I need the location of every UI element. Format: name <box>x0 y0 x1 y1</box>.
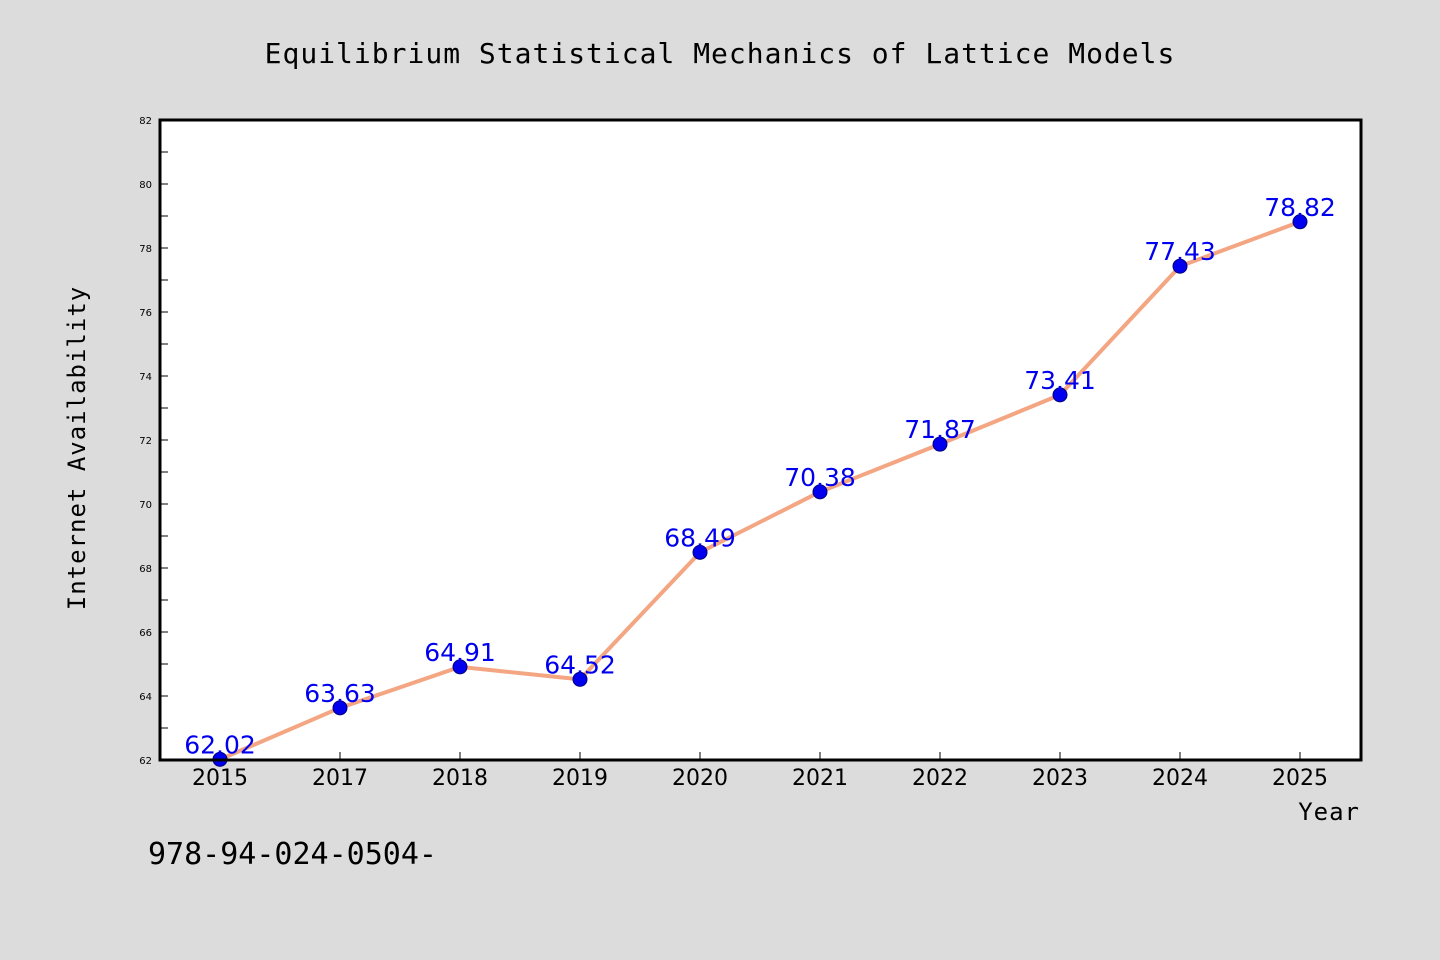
y-tick-label: 76 <box>139 308 152 319</box>
x-tick-label: 2019 <box>552 766 608 791</box>
x-tick-label: 2024 <box>1152 766 1208 791</box>
x-tick-label: 2023 <box>1032 766 1088 791</box>
x-tick-label: 2015 <box>192 766 248 791</box>
x-tick-label: 2017 <box>312 766 368 791</box>
x-tick-label: 2020 <box>672 766 728 791</box>
y-tick-label: 80 <box>139 180 152 191</box>
x-axis: 2015 2017 2018 2019 2020 2021 2022 2023 2024 2025 <box>192 752 1328 791</box>
data-point-marker <box>1292 214 1308 230</box>
y-tick-label: 74 <box>139 372 152 383</box>
x-axis-label: Year <box>1298 798 1360 826</box>
data-label: 70.38 <box>784 463 856 492</box>
y-axis-label: Internet Availability <box>63 286 91 610</box>
data-point-marker <box>1052 387 1068 403</box>
y-tick-label: 66 <box>139 628 152 639</box>
data-point-marker <box>692 544 708 560</box>
x-tick-label: 2025 <box>1272 766 1328 791</box>
y-tick-label: 62 <box>139 756 152 767</box>
x-tick-label: 2021 <box>792 766 848 791</box>
data-point-marker <box>812 484 828 500</box>
plot-frame <box>158 118 1363 762</box>
data-label: 64.91 <box>424 638 496 667</box>
plot-area <box>160 120 1361 760</box>
y-tick-label: 64 <box>139 692 152 703</box>
footer-text: 978-94-024-0504- <box>148 837 437 872</box>
data-label: 77.43 <box>1144 237 1216 266</box>
series-layer: 62.02 63.63 64.91 64.52 68.49 70.38 71.87 73.41… <box>184 193 1336 767</box>
y-tick-label: 82 <box>139 116 152 127</box>
data-label: 73.41 <box>1024 366 1096 395</box>
y-axis: 62 64 66 68 70 72 74 76 78 80 82 <box>139 116 168 767</box>
y-tick-label: 72 <box>139 436 152 447</box>
data-point-marker <box>1172 258 1188 274</box>
y-tick-label: 70 <box>139 500 152 511</box>
x-tick-label: 2022 <box>912 766 968 791</box>
y-tick-label: 68 <box>139 564 152 575</box>
data-label: 68.49 <box>664 523 736 552</box>
data-point-marker <box>452 659 468 675</box>
data-label: 63.63 <box>304 679 376 708</box>
data-label: 78.82 <box>1264 193 1336 222</box>
data-point-marker <box>332 700 348 716</box>
y-tick-label: 78 <box>139 244 152 255</box>
chart-title: Equilibrium Statistical Mechanics of Lat… <box>265 37 1176 70</box>
data-point-marker <box>932 436 948 452</box>
series-line <box>219 219 1301 762</box>
data-label: 71.87 <box>904 415 976 444</box>
x-tick-label: 2018 <box>432 766 488 791</box>
data-label: 62.02 <box>184 730 256 759</box>
data-point-marker <box>572 671 588 687</box>
data-label: 64.52 <box>544 650 616 679</box>
